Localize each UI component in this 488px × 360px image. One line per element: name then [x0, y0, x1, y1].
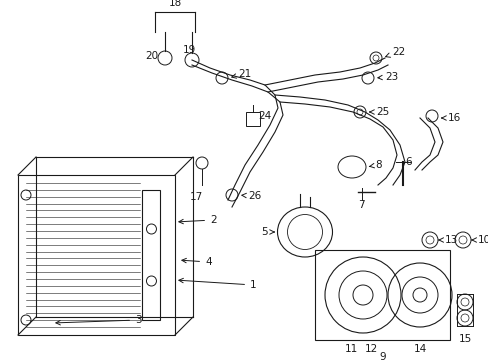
Text: 23: 23 [377, 72, 397, 82]
Text: 21: 21 [231, 69, 251, 79]
Text: 20: 20 [145, 51, 158, 61]
Text: 10: 10 [471, 235, 488, 245]
Text: 9: 9 [378, 352, 385, 360]
Text: 1: 1 [179, 278, 256, 290]
Text: 5: 5 [261, 227, 274, 237]
Text: 14: 14 [412, 344, 426, 354]
Text: 18: 18 [168, 0, 181, 8]
Bar [245, 112, 260, 126]
Text: 15: 15 [457, 334, 470, 344]
Bar [18, 175, 175, 335]
Text: 25: 25 [369, 107, 388, 117]
Text: 22: 22 [385, 47, 405, 57]
Bar [142, 190, 160, 320]
Text: 13: 13 [438, 235, 457, 245]
Text: 12: 12 [364, 344, 377, 354]
Text: 4: 4 [182, 257, 211, 267]
Text: 24: 24 [258, 111, 271, 121]
Text: 7: 7 [357, 200, 364, 210]
Text: 26: 26 [241, 191, 261, 201]
Text: 16: 16 [441, 113, 460, 123]
Text: 6: 6 [404, 157, 411, 167]
Text: 8: 8 [368, 160, 381, 170]
Text: 3: 3 [56, 315, 142, 325]
Text: 11: 11 [344, 344, 357, 354]
Bar [314, 250, 449, 340]
Text: 19: 19 [183, 45, 196, 55]
Text: 2: 2 [179, 215, 216, 225]
Text: 17: 17 [189, 192, 202, 202]
